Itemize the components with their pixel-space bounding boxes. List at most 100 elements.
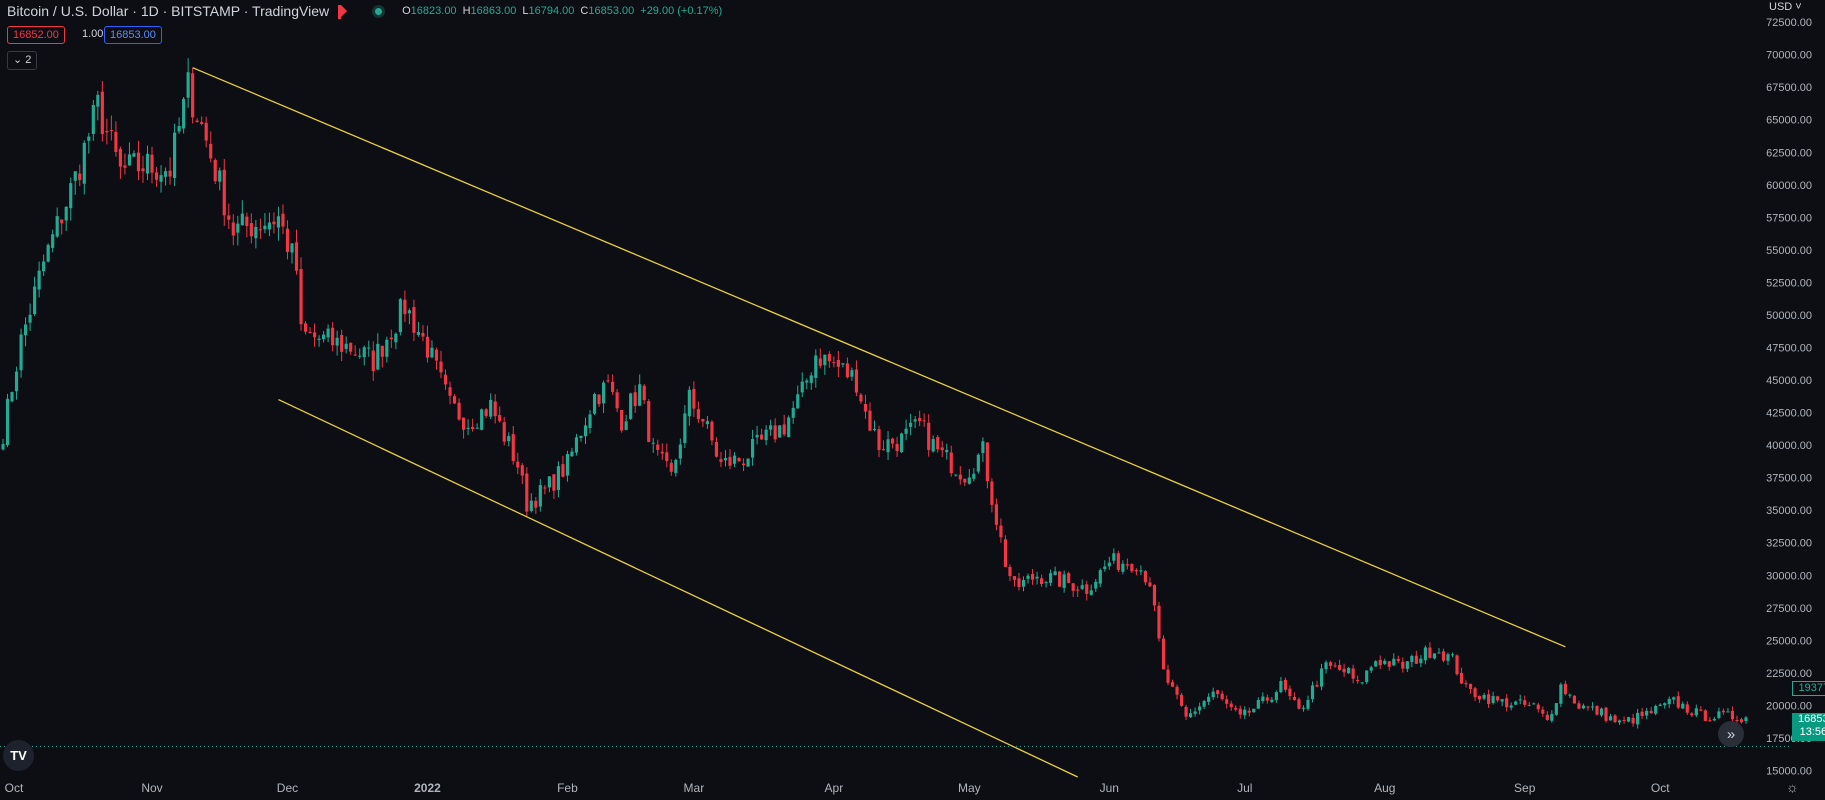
candle: [1292, 692, 1297, 701]
candle: [344, 336, 348, 354]
candle-body: [1631, 717, 1635, 724]
sell-price-button[interactable]: 16852.00: [7, 26, 65, 44]
candle-body: [466, 427, 470, 429]
candle: [660, 443, 664, 460]
candle-body: [1450, 654, 1455, 656]
candle-body: [263, 225, 267, 230]
candle-body: [109, 130, 113, 132]
indicators-toggle-button[interactable]: ⌄ 2: [7, 51, 38, 70]
tradingview-logo-icon[interactable]: TV: [3, 740, 34, 771]
candle-body: [805, 380, 809, 383]
currency-selector[interactable]: USD ˅: [1769, 1, 1802, 13]
candle: [936, 435, 940, 453]
candle-body: [958, 474, 962, 480]
candle: [1590, 702, 1595, 711]
candle: [1035, 571, 1039, 585]
flag-icon[interactable]: [338, 5, 348, 19]
candle: [276, 206, 281, 241]
candle: [118, 146, 122, 179]
symbol-title[interactable]: Bitcoin / U.S. Dollar · 1D · BITSTAMP · …: [7, 3, 330, 19]
candle: [976, 453, 980, 474]
candle-body: [132, 153, 136, 157]
candle: [1640, 707, 1644, 720]
candle-body: [1288, 688, 1292, 697]
candle: [1378, 655, 1382, 670]
candle-body: [1369, 667, 1373, 671]
candle: [1595, 705, 1599, 716]
candle: [854, 360, 859, 397]
candle: [1085, 580, 1089, 601]
candle-body: [73, 171, 77, 181]
candle-body: [1392, 658, 1396, 666]
candle-body: [249, 223, 253, 237]
settings-gear-icon[interactable]: ☼: [1786, 779, 1799, 795]
candle: [633, 385, 637, 413]
price-tick-label: 72500.00: [1766, 17, 1812, 29]
price-axis[interactable]: 15000.0017500.0020000.0022500.0025000.00…: [1766, 17, 1812, 777]
candle-body: [692, 388, 696, 409]
candle: [1080, 579, 1084, 591]
candle: [51, 229, 55, 253]
market-status-icon[interactable]: [375, 7, 383, 15]
candle-body: [1026, 575, 1030, 579]
candle: [218, 167, 222, 191]
candle-body: [1039, 578, 1044, 585]
candle: [1726, 707, 1730, 713]
candle: [1252, 708, 1256, 713]
candle-body: [1703, 710, 1707, 721]
candle-body: [303, 323, 308, 332]
time-tick-label: Oct: [1651, 781, 1670, 795]
candle: [918, 410, 922, 427]
candle: [389, 329, 393, 349]
candle-body: [443, 374, 448, 385]
candle-body: [1514, 701, 1518, 705]
candle: [182, 96, 186, 134]
candle-body: [574, 437, 579, 453]
candle: [818, 348, 822, 369]
candle: [335, 330, 339, 356]
price-tick-label: 50000.00: [1766, 310, 1812, 322]
scroll-to-realtime-button[interactable]: »: [1718, 721, 1744, 747]
candle-body: [1545, 714, 1549, 720]
candle: [1103, 560, 1107, 572]
candle: [769, 419, 773, 436]
candle: [1324, 660, 1328, 674]
candle: [696, 401, 700, 423]
candle: [1184, 704, 1188, 721]
candle: [868, 402, 872, 432]
buy-price-button[interactable]: 16853.00: [104, 26, 162, 44]
candle-body: [1374, 661, 1378, 667]
candle: [489, 393, 493, 420]
candle: [1225, 695, 1229, 709]
candle: [985, 442, 989, 489]
candle: [1189, 708, 1193, 719]
candle-body: [900, 433, 904, 453]
candle-body: [14, 371, 19, 392]
candle: [1256, 697, 1260, 709]
candle-body: [1586, 706, 1590, 708]
candle-body: [597, 394, 601, 405]
candle-body: [773, 425, 777, 440]
candle-body: [28, 314, 32, 323]
candle-body: [1071, 583, 1075, 591]
currency-label: USD: [1769, 1, 1793, 13]
candle-body: [561, 464, 565, 477]
candle-body: [1297, 699, 1301, 709]
candle: [398, 298, 402, 336]
time-axis[interactable]: Oct Nov Dec 2022 Feb Mar Apr May Jun Jul Aug Sep Oct: [5, 781, 1671, 795]
candle: [1143, 570, 1148, 586]
candle: [1581, 703, 1586, 710]
candle-body: [1717, 711, 1721, 718]
candle: [1130, 563, 1134, 573]
candle: [231, 214, 235, 246]
candle-body: [182, 98, 186, 129]
last-price-value: 16853.00: [1798, 713, 1825, 725]
candle-body: [1694, 708, 1698, 716]
candle: [308, 327, 312, 334]
candle-body: [823, 354, 827, 366]
candle-body: [1563, 683, 1567, 695]
candle: [534, 497, 538, 514]
candle-body: [498, 415, 502, 422]
trendlines[interactable]: [192, 67, 1566, 778]
